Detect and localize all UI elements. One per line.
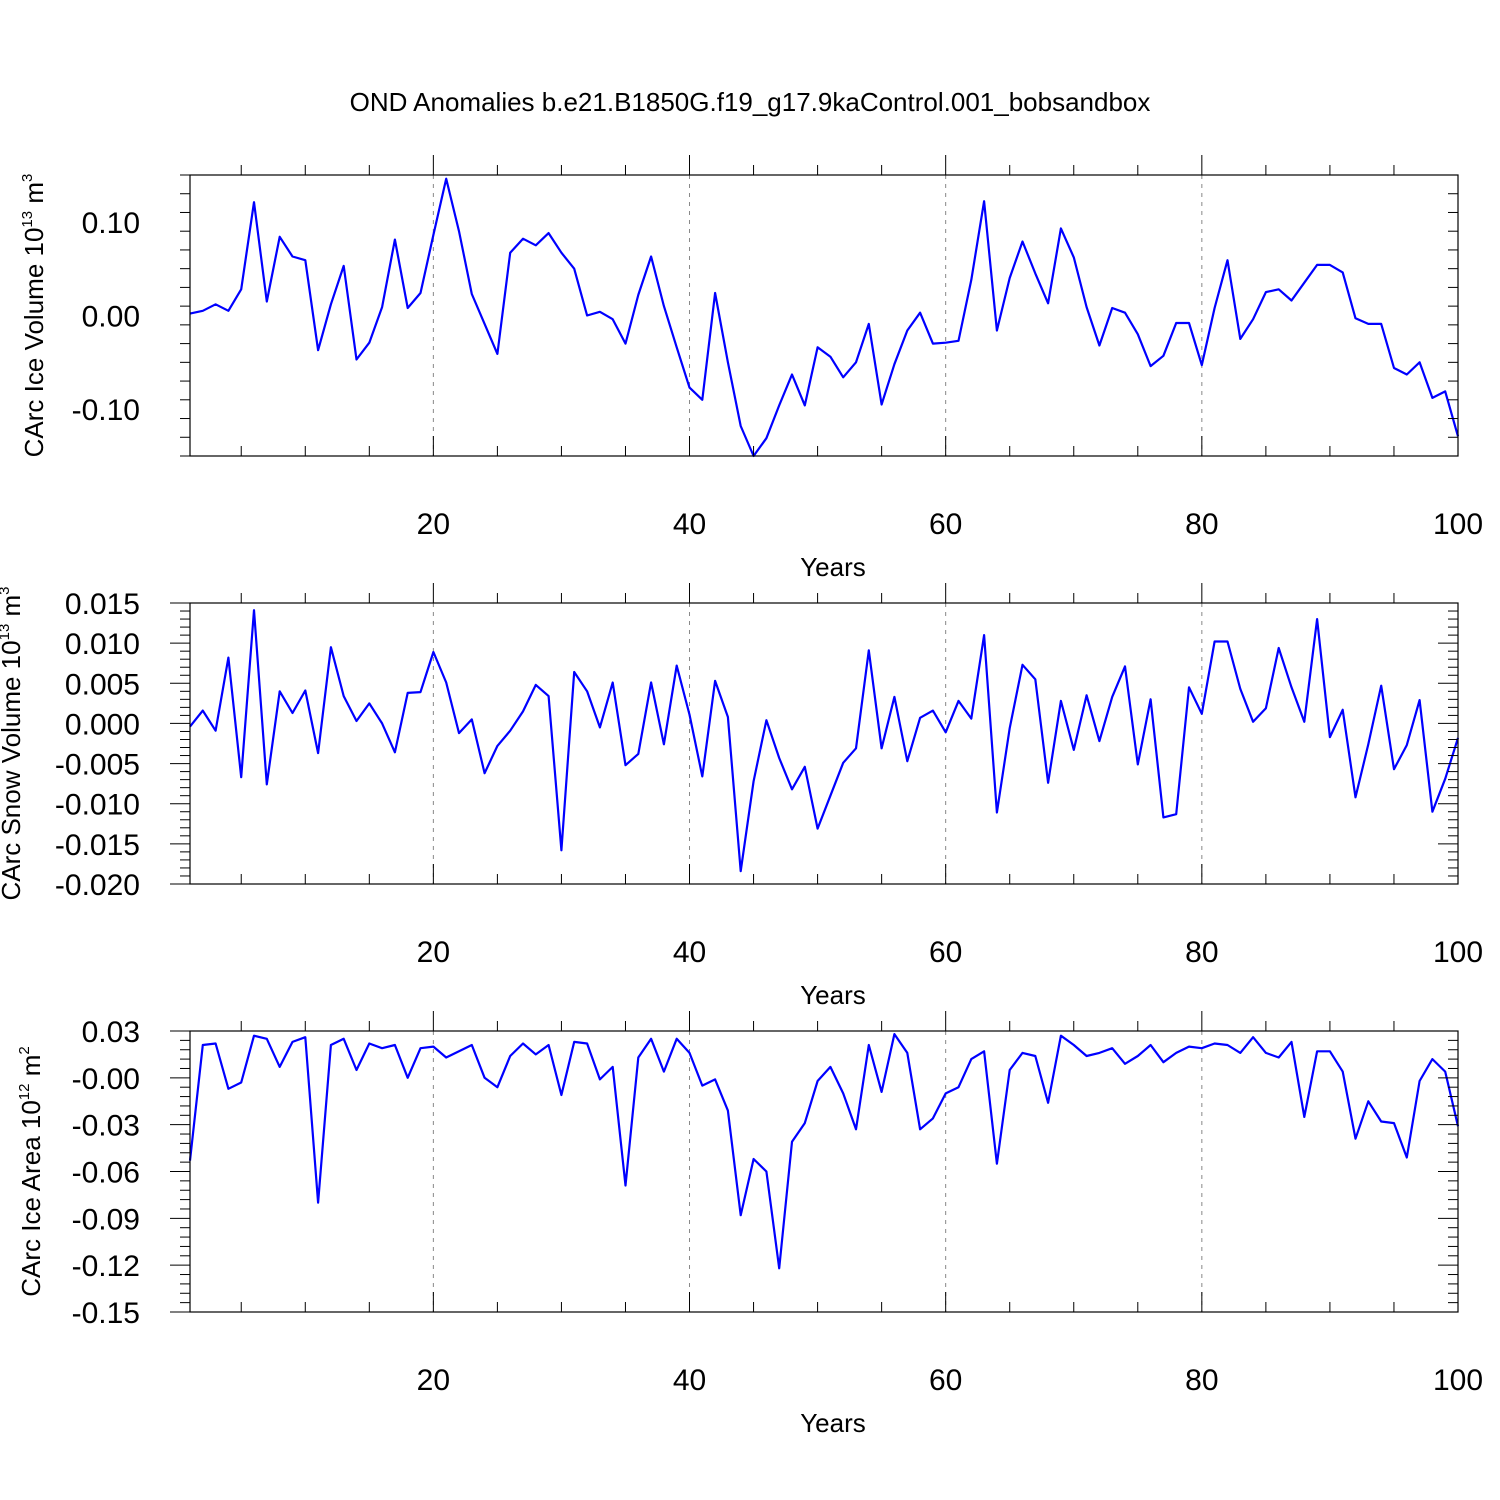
y-axis-label-unit: m xyxy=(19,182,49,211)
x-axis-label: Years xyxy=(800,1408,866,1438)
y-axis-label-main: CArc Ice Area 10 xyxy=(16,1100,46,1297)
y-tick-label: -0.010 xyxy=(55,789,140,822)
x-tick-label: 40 xyxy=(673,1364,706,1397)
x-tick-label: 100 xyxy=(1433,508,1483,541)
y-axis-label-unit: m xyxy=(16,1055,46,1084)
x-axis-label: Years xyxy=(800,980,866,1010)
x-tick-label: 60 xyxy=(929,1364,962,1397)
y-tick-label: -0.015 xyxy=(55,829,140,862)
y-tick-label: -0.03 xyxy=(72,1110,140,1143)
y-tick-label: -0.005 xyxy=(55,749,140,782)
x-tick-label: 40 xyxy=(673,936,706,969)
y-axis-label-exponent: 13 xyxy=(19,211,36,228)
y-tick-label: -0.09 xyxy=(72,1203,140,1236)
y-axis-label-unit-exponent: 3 xyxy=(19,174,36,182)
y-tick-label: 0.015 xyxy=(65,588,140,621)
y-tick-label: 0.03 xyxy=(82,1016,140,1049)
figure-title: OND Anomalies b.e21.B1850G.f19_g17.9kaCo… xyxy=(350,87,1151,117)
y-tick-label: 0.10 xyxy=(82,207,140,240)
data-line xyxy=(188,1032,1460,1270)
x-tick-label: 60 xyxy=(929,936,962,969)
y-axis-label-unit-exponent: 2 xyxy=(16,1046,33,1054)
y-tick-label: -0.15 xyxy=(72,1297,140,1330)
plot-frame xyxy=(189,174,1459,457)
x-tick-label: 100 xyxy=(1433,1364,1483,1397)
y-axis-label-exponent: 13 xyxy=(0,624,13,641)
y-tick-label: -0.00 xyxy=(72,1063,140,1096)
y-tick-label: 0.00 xyxy=(82,301,140,334)
x-tick-label: 40 xyxy=(673,508,706,541)
x-tick-label: 20 xyxy=(417,936,450,969)
y-tick-label: -0.12 xyxy=(72,1250,140,1283)
x-tick-label: 20 xyxy=(417,1364,450,1397)
y-axis-label-main: CArc Ice Volume 10 xyxy=(19,228,49,458)
y-axis-label-unit: m xyxy=(0,595,26,624)
x-tick-label: 80 xyxy=(1185,936,1218,969)
y-tick-label: -0.020 xyxy=(55,869,140,902)
y-tick-label: 0.000 xyxy=(65,708,140,741)
y-axis-label: CArc Ice Area 1012 m2 xyxy=(16,1046,46,1296)
x-axis-label: Years xyxy=(800,552,866,582)
x-tick-label: 100 xyxy=(1433,936,1483,969)
x-tick-label: 60 xyxy=(929,508,962,541)
y-axis-label: CArc Snow Volume 1013 m3 xyxy=(0,586,26,900)
panel-2: 20 40 60 80 100 Years 0.015 0.010 0.005 0.000 -0.0… xyxy=(0,583,1483,1010)
panel-3: 20 40 60 80 100 Years 0.03 -0.00 -0.03 -0.06 -0.09… xyxy=(16,1011,1483,1438)
y-axis-label-main: CArc Snow Volume 10 xyxy=(0,640,26,900)
y-axis-label: CArc Ice Volume 1013 m3 xyxy=(19,174,49,458)
plot-frame xyxy=(189,602,1459,885)
y-axis-label-exponent: 12 xyxy=(16,1084,33,1101)
x-tick-label: 80 xyxy=(1185,1364,1218,1397)
data-line xyxy=(189,177,1460,458)
y-tick-label: -0.10 xyxy=(72,394,140,427)
panel-1: 20 40 60 80 100 Years 0.10 0.00 -0.10 CArc Ice Vo… xyxy=(19,155,1483,582)
y-tick-label: -0.06 xyxy=(72,1157,140,1190)
y-axis-label-unit-exponent: 3 xyxy=(0,586,13,594)
panels: 20 40 60 80 100 Years 0.10 0.00 -0.10 CArc Ice Vo… xyxy=(0,155,1483,1438)
data-line xyxy=(189,609,1460,873)
y-tick-label: 0.010 xyxy=(65,628,140,661)
x-tick-label: 20 xyxy=(417,508,450,541)
x-tick-label: 80 xyxy=(1185,508,1218,541)
y-tick-label: 0.005 xyxy=(65,668,140,701)
